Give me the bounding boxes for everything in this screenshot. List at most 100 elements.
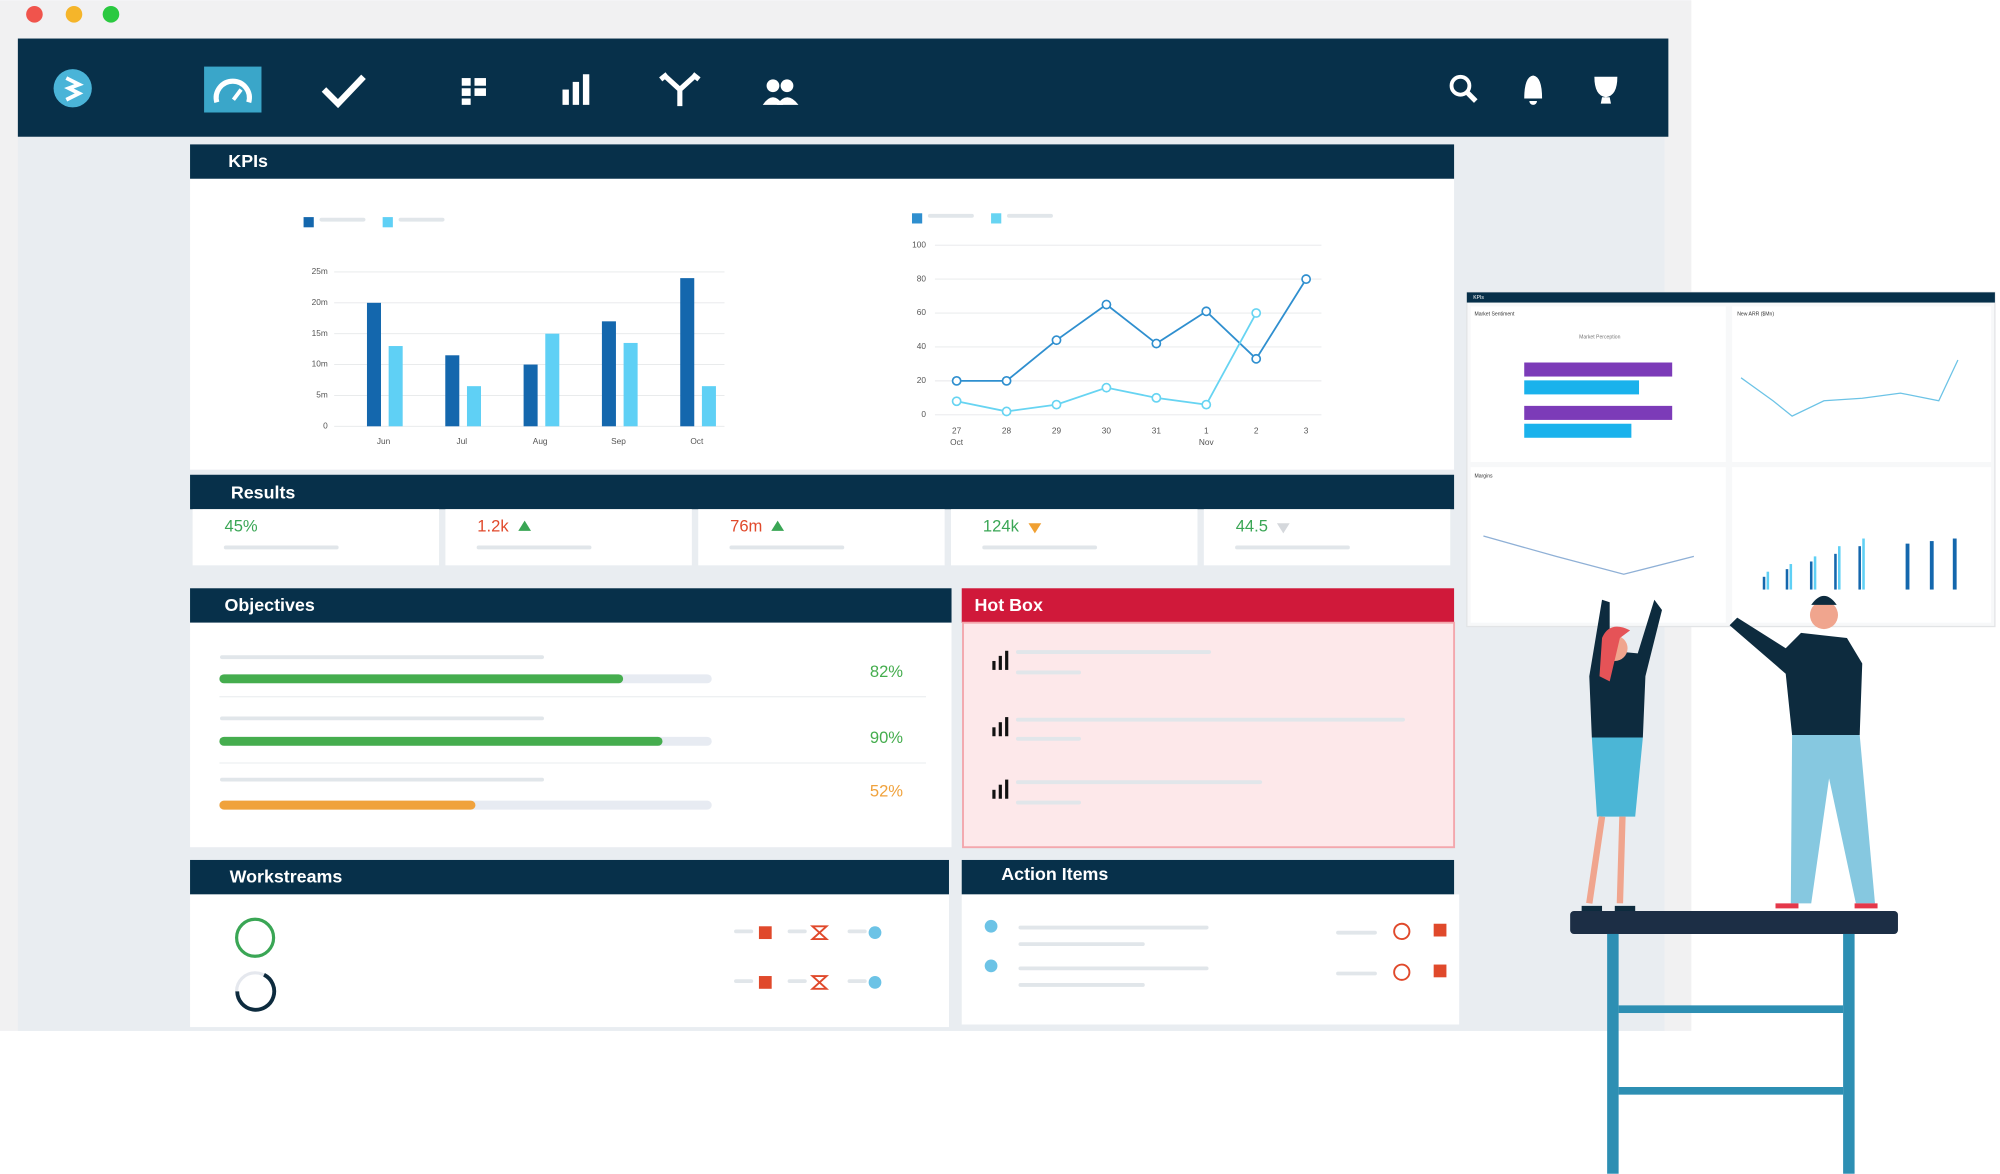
bar (680, 278, 695, 427)
point (1101, 299, 1112, 310)
result-value: 76m (730, 516, 762, 535)
workstream-rows (235, 917, 882, 1012)
point (951, 375, 962, 386)
progress-label: 52% (870, 782, 903, 801)
point (1251, 308, 1262, 318)
panel-header (961, 588, 1455, 623)
panel-header (190, 474, 1455, 510)
trend-arrow (1276, 523, 1290, 534)
point (1201, 306, 1212, 317)
panel-title: Objectives (224, 595, 314, 615)
point (1101, 382, 1112, 393)
bar (523, 364, 538, 427)
x-tick-label: 27 (952, 426, 962, 436)
result-card (1203, 509, 1451, 566)
panel-title: Hot Box (974, 595, 1042, 615)
progress-bar (219, 674, 624, 684)
trophy-button[interactable] (1594, 76, 1618, 104)
dashboard-tab[interactable] (204, 66, 262, 113)
panel-body (190, 894, 949, 1028)
y-tick-label: 0 (921, 409, 926, 419)
panel-title: KPIs (228, 151, 268, 171)
bar (623, 342, 638, 427)
grid-tab[interactable] (461, 78, 486, 105)
result-value: 44.5 (1236, 516, 1268, 535)
reports-tab[interactable] (562, 74, 590, 105)
mini-panel-title: Margins (1474, 473, 1493, 479)
x-tick-label: Oct (690, 436, 704, 446)
line (956, 278, 1307, 382)
result-card (445, 509, 692, 566)
bar (601, 321, 616, 427)
y-tick-label: 10m (312, 359, 328, 369)
tasks-tab[interactable] (321, 74, 366, 109)
mini-dashboard: KPIs Market Sentiment New ARR ($Mn) Marg… (1466, 291, 1996, 628)
result-value: 124k (983, 516, 1020, 535)
point (1001, 406, 1012, 417)
action-item-rows (984, 919, 1447, 987)
y-tick-label: 25m (312, 266, 328, 276)
result-card (698, 509, 945, 566)
panel-header (190, 144, 1455, 179)
x-tick-label: 30 (1102, 426, 1112, 436)
bar (388, 346, 403, 427)
search-button[interactable] (1449, 74, 1478, 103)
point (951, 396, 962, 407)
point (1001, 375, 1012, 386)
progress-label: 82% (870, 662, 903, 681)
notifications-button[interactable] (1524, 75, 1543, 105)
maximize-button[interactable] (102, 6, 120, 23)
point (1201, 399, 1212, 410)
x-tick-label: Jul (457, 436, 468, 446)
panel-body (961, 894, 1460, 1025)
y-tick-label: 100 (912, 239, 926, 249)
y-tick-label: 80 (917, 273, 927, 283)
progress-bar (219, 736, 663, 746)
illustration (1570, 595, 1898, 1174)
mini-panel-title: New ARR ($Mn) (1737, 311, 1774, 317)
strategy-tab[interactable] (659, 72, 701, 107)
logo[interactable] (53, 69, 92, 108)
y-tick-label: 15m (312, 328, 328, 338)
mini-panel-title: Market Sentiment (1474, 311, 1515, 317)
trend-arrow (1028, 523, 1042, 534)
people-tab[interactable] (762, 79, 799, 105)
panel-title: Results (231, 483, 296, 503)
bar (545, 333, 560, 427)
point (1051, 335, 1062, 346)
point (1151, 392, 1162, 403)
x-tick-label: Jun (377, 436, 391, 446)
legend-swatch (303, 217, 314, 228)
panel-header (190, 859, 949, 895)
panel-body (190, 622, 952, 848)
panel-title: Workstreams (230, 867, 343, 887)
panel-header (190, 588, 952, 623)
x-tick-label: 3 (1304, 426, 1309, 436)
trend-arrow (771, 520, 785, 531)
result-value: 1.2k (477, 516, 509, 535)
close-button[interactable] (26, 6, 43, 23)
x-tick-label: 1 (1204, 426, 1209, 436)
bar-chart: 0 5m 10m 15m 20m 25m Jun Jul Aug Sep Oct (303, 217, 725, 446)
bar (701, 386, 716, 427)
x-tick-label: 2 (1254, 426, 1259, 436)
minimize-button[interactable] (65, 6, 83, 23)
x-tick-label: Sep (611, 436, 626, 446)
x-tick-label: 28 (1002, 426, 1012, 436)
y-tick-label: 20m (312, 297, 328, 307)
panel-body (962, 621, 1456, 849)
y-tick-label: 5m (316, 390, 328, 400)
legend-swatch (991, 213, 1002, 224)
result-card (192, 509, 440, 566)
panel-header (961, 859, 1455, 895)
y-tick-label: 20 (917, 375, 927, 385)
objectives: 82% 90% 52% (219, 655, 927, 810)
legend-swatch (382, 217, 393, 228)
progress-bar (219, 800, 476, 810)
bar (466, 386, 481, 427)
x-tick-label: 31 (1152, 426, 1162, 436)
point (1251, 353, 1262, 364)
